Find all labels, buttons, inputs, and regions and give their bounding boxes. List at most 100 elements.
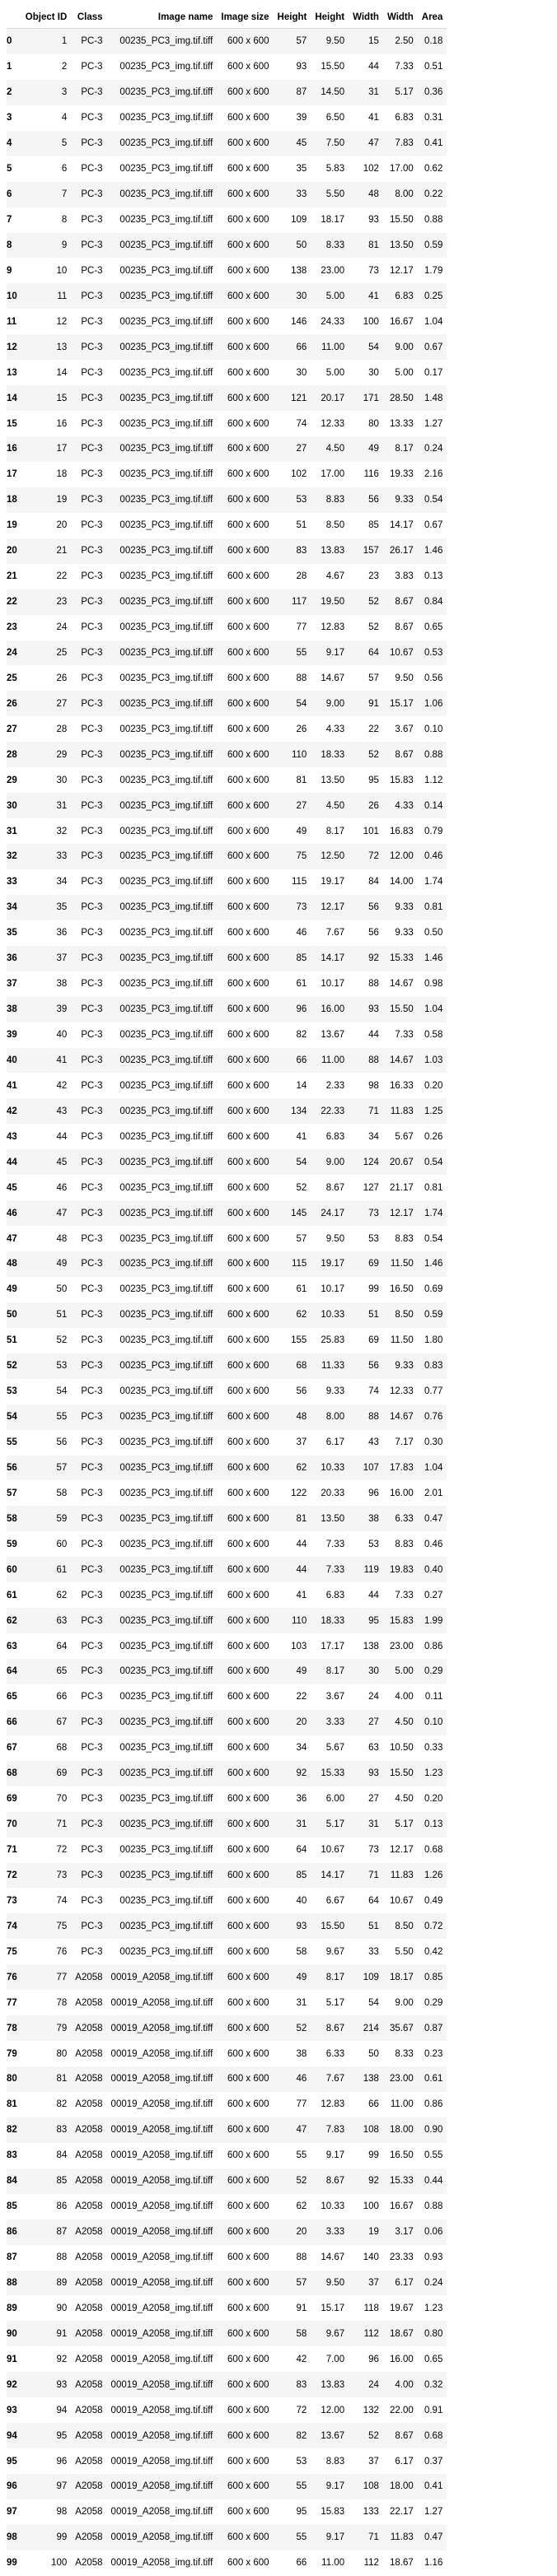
area-cell: 0.76 <box>417 1404 447 1430</box>
image-name-cell: 00235_PC3_img.tif.tiff <box>106 283 218 310</box>
table-row: 15 16 PC-3 00235_PC3_img.tif.tiff 600 x 600 7… <box>7 411 447 436</box>
width-px-cell: 50 <box>349 2041 383 2066</box>
width-px-cell: 24 <box>349 2372 383 2398</box>
height-px-cell: 122 <box>273 1480 311 1507</box>
image-size-cell: 600 x 600 <box>217 1327 274 1353</box>
class-cell: PC-3 <box>71 1098 107 1125</box>
height-cell: 10.33 <box>311 2193 349 2220</box>
image-name-cell: 00235_PC3_img.tif.tiff <box>106 232 218 259</box>
height-cell: 8.67 <box>311 1175 349 1201</box>
area-cell: 0.29 <box>417 1659 447 1684</box>
image-size-cell: 600 x 600 <box>217 691 274 717</box>
area-cell: 0.32 <box>417 2372 447 2398</box>
row-index: 71 <box>7 1837 21 1863</box>
height-px-cell: 138 <box>273 258 311 284</box>
table-row: 11 12 PC-3 00235_PC3_img.tif.tiff 600 x 600 1… <box>7 309 447 335</box>
table-row: 58 59 PC-3 00235_PC3_img.tif.tiff 600 x 600 8… <box>7 1506 447 1532</box>
width-cell: 18.17 <box>382 1964 418 1991</box>
object-id-cell: 20 <box>21 512 72 538</box>
object-id-cell: 86 <box>21 2193 72 2220</box>
height-px-cell: 53 <box>273 2448 311 2474</box>
height-cell: 12.83 <box>311 614 349 641</box>
height-cell: 6.33 <box>311 2041 349 2066</box>
height-px-cell: 37 <box>273 1429 311 1456</box>
object-id-cell: 68 <box>21 1735 72 1761</box>
object-id-cell: 38 <box>21 971 72 997</box>
height-px-cell: 44 <box>273 1557 311 1583</box>
image-size-cell: 600 x 600 <box>217 2321 274 2347</box>
height-px-cell: 110 <box>273 1608 311 1634</box>
height-cell: 9.50 <box>311 2270 349 2296</box>
image-size-cell: 600 x 600 <box>217 207 274 233</box>
height-cell: 6.67 <box>311 1888 349 1914</box>
row-index: 70 <box>7 1811 21 1838</box>
object-id-cell: 80 <box>21 2041 72 2066</box>
table-row: 48 49 PC-3 00235_PC3_img.tif.tiff 600 x 600 1… <box>7 1251 447 1277</box>
object-id-cell: 93 <box>21 2372 72 2398</box>
image-name-cell: 00235_PC3_img.tif.tiff <box>106 411 218 436</box>
row-index: 18 <box>7 487 21 513</box>
image-size-cell: 600 x 600 <box>217 2041 274 2066</box>
row-index: 82 <box>7 2117 21 2143</box>
width-cell: 10.50 <box>382 1735 418 1761</box>
row-index: 2 <box>7 79 21 105</box>
height-px-cell: 58 <box>273 1939 311 1965</box>
height-cell: 9.17 <box>311 2474 349 2499</box>
width-px-cell: 88 <box>349 1404 383 1430</box>
table-row: 51 52 PC-3 00235_PC3_img.tif.tiff 600 x 600 1… <box>7 1327 447 1353</box>
image-size-cell: 600 x 600 <box>217 334 274 361</box>
row-index: 66 <box>7 1709 21 1735</box>
table-row: 79 80 A2058 00019_A2058_img.tif.tiff 600 x 6… <box>7 2041 447 2066</box>
height-px-cell: 103 <box>273 1633 311 1659</box>
width-cell: 12.17 <box>382 258 418 284</box>
image-name-cell: 00235_PC3_img.tif.tiff <box>106 945 218 971</box>
area-cell: 0.49 <box>417 1888 447 1914</box>
area-cell: 0.14 <box>417 793 447 819</box>
row-index: 69 <box>7 1786 21 1812</box>
width-px-cell: 73 <box>349 258 383 284</box>
class-cell: PC-3 <box>71 1175 107 1201</box>
height-cell: 13.67 <box>311 1022 349 1048</box>
column-header-class: Class <box>71 7 107 29</box>
width-px-cell: 63 <box>349 1735 383 1761</box>
object-id-cell: 95 <box>21 2423 72 2449</box>
object-id-cell: 78 <box>21 1990 72 2016</box>
area-cell: 0.20 <box>417 1786 447 1812</box>
table-row: 57 58 PC-3 00235_PC3_img.tif.tiff 600 x 600 1… <box>7 1480 447 1507</box>
height-cell: 8.50 <box>311 512 349 538</box>
table-row: 28 29 PC-3 00235_PC3_img.tif.tiff 600 x 600 1… <box>7 742 447 768</box>
class-cell: PC-3 <box>71 1633 107 1659</box>
image-name-cell: 00235_PC3_img.tif.tiff <box>106 691 218 717</box>
area-cell: 0.86 <box>417 1633 447 1659</box>
object-id-cell: 69 <box>21 1760 72 1786</box>
height-cell: 7.67 <box>311 920 349 946</box>
class-cell: A2058 <box>71 2346 107 2373</box>
table-row: 81 82 A2058 00019_A2058_img.tif.tiff 600 x 6… <box>7 2091 447 2117</box>
object-id-cell: 51 <box>21 1302 72 1328</box>
width-px-cell: 96 <box>349 1480 383 1507</box>
height-cell: 23.00 <box>311 258 349 284</box>
height-px-cell: 115 <box>273 869 311 895</box>
table-row: 97 98 A2058 00019_A2058_img.tif.tiff 600 x 6… <box>7 2499 447 2525</box>
object-id-cell: 87 <box>21 2219 72 2245</box>
table-row: 33 34 PC-3 00235_PC3_img.tif.tiff 600 x 600 1… <box>7 869 447 895</box>
area-cell: 0.44 <box>417 2168 447 2194</box>
height-px-cell: 52 <box>273 2015 311 2042</box>
class-cell: PC-3 <box>71 742 107 768</box>
row-index: 12 <box>7 334 21 361</box>
class-cell: PC-3 <box>71 1047 107 1074</box>
row-index: 94 <box>7 2423 21 2449</box>
height-cell: 10.33 <box>311 1302 349 1328</box>
object-id-cell: 18 <box>21 461 72 487</box>
height-cell: 13.83 <box>311 538 349 564</box>
width-cell: 6.17 <box>382 2270 418 2296</box>
row-index: 90 <box>7 2321 21 2347</box>
height-px-cell: 48 <box>273 1404 311 1430</box>
width-cell: 15.83 <box>382 1608 418 1634</box>
area-cell: 0.77 <box>417 1378 447 1404</box>
table-row: 30 31 PC-3 00235_PC3_img.tif.tiff 600 x 600 2… <box>7 793 447 819</box>
area-cell: 0.30 <box>417 1429 447 1456</box>
image-name-cell: 00235_PC3_img.tif.tiff <box>106 512 218 538</box>
area-cell: 0.69 <box>417 1276 447 1302</box>
row-index: 84 <box>7 2168 21 2194</box>
